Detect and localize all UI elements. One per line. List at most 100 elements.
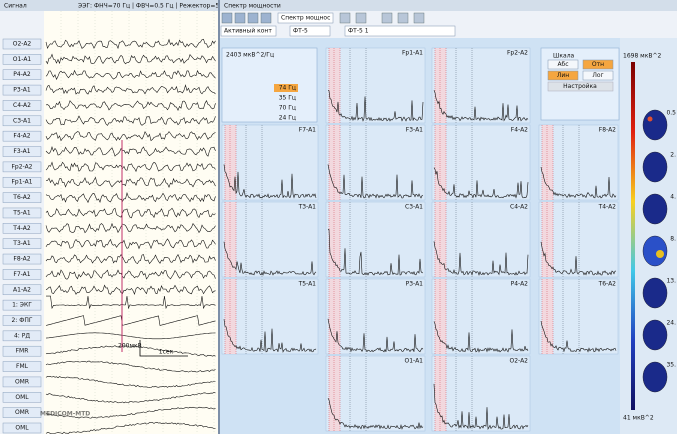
dropdown-text: Спектр мощнос xyxy=(281,15,330,22)
hot-spot xyxy=(648,117,653,122)
band-shade xyxy=(329,202,340,277)
band-shade xyxy=(329,48,340,123)
spectrum-plot xyxy=(326,279,425,354)
plot-label: T6-A2 xyxy=(598,281,617,288)
spectrum-plot xyxy=(326,356,425,431)
toolbar-icon[interactable] xyxy=(222,13,232,23)
dropdown-text: ФТ-5 xyxy=(293,28,308,35)
map-label: 2. xyxy=(670,152,676,159)
channel-label: O1-A1 xyxy=(13,56,32,63)
toolbar-icon[interactable] xyxy=(235,13,245,23)
toolbar-icon[interactable] xyxy=(261,13,271,23)
band-shade xyxy=(225,202,236,277)
frequency: 24 Гц xyxy=(279,115,296,122)
colorbar-max: 1698 мкВ^2 xyxy=(623,53,661,60)
spectrum-plot xyxy=(432,125,530,200)
screen: Сигнал ЭЭГ: ФНЧ=70 Гц | ФВЧ=0.5 Гц | Реже… xyxy=(0,0,677,434)
frequency: 74 Гц xyxy=(279,85,296,92)
channel-label: FMR xyxy=(16,348,29,355)
spectrum-plot xyxy=(222,125,318,200)
band-shade xyxy=(542,279,553,354)
plot-label: P3-A1 xyxy=(406,281,424,288)
scale-time: 1сек xyxy=(159,349,174,356)
plot-label: Fp1-A1 xyxy=(402,50,423,57)
head-map xyxy=(643,194,667,224)
amplitude-label: 2403 мкВ^2/Гц xyxy=(226,52,274,59)
channel-label: FML xyxy=(16,363,29,370)
toolbar-icon[interactable] xyxy=(340,13,350,23)
spectrum-header xyxy=(220,0,677,11)
settings-text: Настройка xyxy=(563,83,597,90)
channel-label: F3-A1 xyxy=(13,148,30,155)
map-label: 24. xyxy=(666,320,676,327)
spectrum-plot xyxy=(326,125,425,200)
colorbar-min: 41 мкВ^2 xyxy=(623,415,654,422)
channel-label: OMR xyxy=(15,409,29,416)
scale-button-text: Лин xyxy=(557,72,569,79)
dropdown-text: ФТ-5 1 xyxy=(348,28,369,35)
channel-label: 1: ЭКГ xyxy=(12,302,32,309)
plot-label: O1-A1 xyxy=(405,358,424,365)
channel-label: P4-A2 xyxy=(13,71,31,78)
frequency: 70 Гц xyxy=(279,105,296,112)
map-label: 35. xyxy=(666,362,676,369)
plot-label: T3-A1 xyxy=(298,204,317,211)
channel-label: O2-A2 xyxy=(13,41,32,48)
band-shade xyxy=(542,202,553,277)
plot-label: F3-A1 xyxy=(406,127,423,134)
dropdown-text: Активный конт xyxy=(224,28,272,35)
channel-label: C3-A1 xyxy=(13,117,31,124)
map-label: 0.5 xyxy=(666,110,676,117)
plot-label: F8-A2 xyxy=(599,127,616,134)
hot-spot xyxy=(656,250,664,258)
channel-label: T4-A2 xyxy=(12,225,31,232)
head-map xyxy=(643,320,667,350)
toolbar-icon[interactable] xyxy=(382,13,392,23)
channel-label: F4-A2 xyxy=(13,133,30,140)
head-map xyxy=(643,362,667,392)
channel-label: OML xyxy=(15,394,29,401)
plot-label: F7-A1 xyxy=(299,127,316,134)
channel-label: Fp1-A1 xyxy=(11,179,32,186)
spectrum-plot xyxy=(326,48,425,123)
toolbar-icon[interactable] xyxy=(248,13,258,23)
channel-label: F7-A1 xyxy=(13,271,30,278)
spectrum-plot xyxy=(432,279,530,354)
filter-info: ЭЭГ: ФНЧ=70 Гц | ФВЧ=0.5 Гц | Режектор=5… xyxy=(78,3,233,10)
map-label: 8. xyxy=(670,236,676,243)
spectrum-plot xyxy=(432,48,530,123)
channel-label: P3-A1 xyxy=(13,87,31,94)
plot-label: C3-A1 xyxy=(405,204,423,211)
band-shade xyxy=(435,356,446,431)
band-shade xyxy=(329,125,340,200)
toolbar-icon[interactable] xyxy=(356,13,366,23)
plot-label: Fp2-A2 xyxy=(507,50,528,57)
trace-area xyxy=(44,11,218,434)
colorbar xyxy=(631,62,635,410)
scale-button-text: Лог xyxy=(592,72,603,79)
spectrum-title: Спектр мощности xyxy=(224,3,281,10)
band-shade xyxy=(542,125,553,200)
plot-label: T4-A2 xyxy=(598,204,617,211)
channel-label: C4-A2 xyxy=(13,102,31,109)
scale-button-text: Абс xyxy=(557,61,568,68)
channel-label: A1-A2 xyxy=(13,286,31,293)
spectrum-plot xyxy=(432,202,530,277)
channel-label: Fp2-A2 xyxy=(11,163,32,170)
band-shade xyxy=(225,279,236,354)
spectrum-plot xyxy=(432,356,530,431)
channel-label: 4: РД xyxy=(14,332,30,339)
amplitude-box xyxy=(222,48,317,122)
plot-label: C4-A2 xyxy=(510,204,528,211)
toolbar-icon[interactable] xyxy=(398,13,408,23)
signal-title: Сигнал xyxy=(4,3,27,10)
scale-amplitude: 200мкВ xyxy=(118,343,142,350)
toolbar-icon[interactable] xyxy=(414,13,424,23)
plot-label: F4-A2 xyxy=(511,127,528,134)
head-map xyxy=(643,110,667,140)
scale-button-text: Отн xyxy=(592,61,604,68)
channel-label: F8-A2 xyxy=(13,256,30,263)
watermark: MEDICOM-MTD xyxy=(40,411,90,418)
channel-label: T5-A1 xyxy=(12,209,31,216)
channel-label: OML xyxy=(15,425,29,432)
